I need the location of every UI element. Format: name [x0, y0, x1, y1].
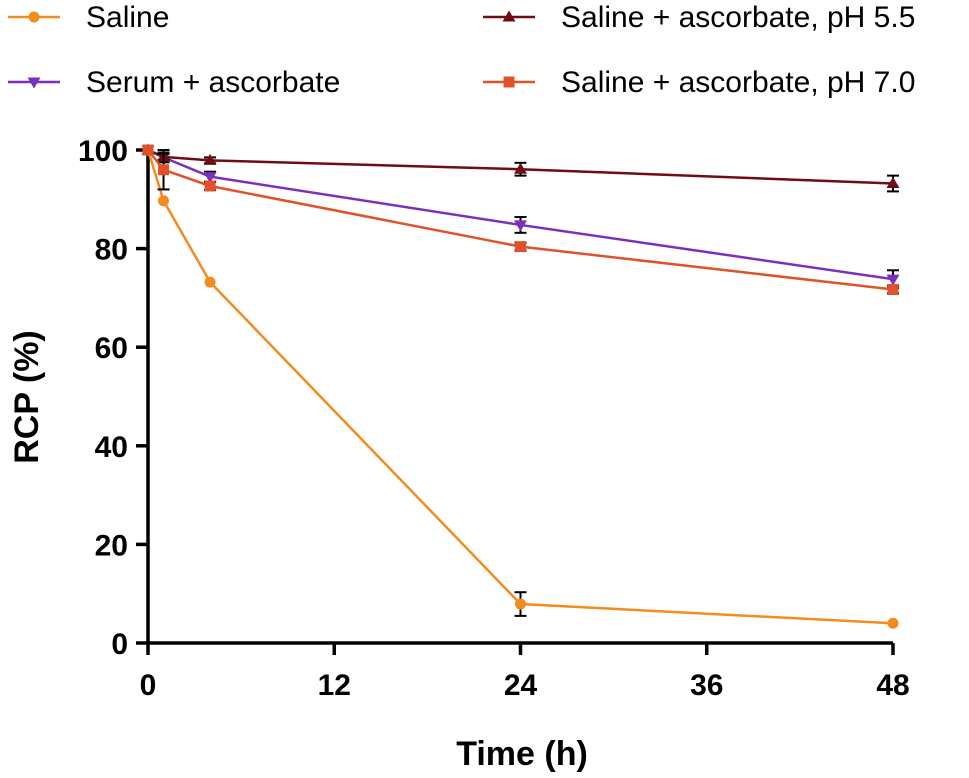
x-axis-title: Time (h) — [456, 735, 588, 773]
data-point — [886, 177, 900, 189]
y-tick-label: 80 — [95, 234, 128, 267]
x-tick-label: 12 — [318, 669, 351, 702]
legend-item: Saline + ascorbate, pH 5.5 — [483, 1, 915, 34]
data-point — [514, 162, 527, 174]
legend-item: Saline + ascorbate, pH 7.0 — [483, 66, 915, 99]
data-point — [514, 220, 527, 232]
legend-swatch-marker — [27, 77, 41, 89]
data-point — [886, 274, 900, 286]
data-point — [515, 598, 526, 610]
y-tick-label: 20 — [95, 529, 128, 562]
y-tick-label: 0 — [111, 628, 128, 661]
legend-label: Saline + ascorbate, pH 5.5 — [561, 1, 915, 34]
legend-label: Serum + ascorbate — [86, 66, 340, 99]
data-point — [887, 617, 899, 629]
legend-label: Saline + ascorbate, pH 7.0 — [561, 66, 915, 99]
data-point — [204, 180, 216, 192]
x-tick-label: 36 — [690, 669, 723, 702]
axes: 0 12 24 36 48 0 20 40 60 80 100 — [78, 135, 910, 702]
data-point — [203, 153, 217, 165]
data-point — [887, 284, 899, 296]
data-point — [515, 241, 526, 253]
y-tick-label: 40 — [95, 431, 128, 464]
legend-swatch-marker — [502, 10, 516, 22]
legend-label: Saline — [86, 1, 169, 34]
y-tick-label: 60 — [95, 332, 128, 365]
x-tick-label: 48 — [876, 669, 909, 702]
legend-swatch-marker — [503, 76, 515, 88]
legend-swatch-marker — [28, 11, 40, 23]
data-point — [204, 276, 216, 288]
y-tick-label: 100 — [78, 135, 128, 168]
legend: Saline Serum + ascorbate Saline + ascorbat… — [8, 1, 915, 99]
data-point — [158, 164, 170, 176]
legend-item: Serum + ascorbate — [8, 66, 340, 99]
data-point — [142, 144, 154, 156]
legend-item: Saline — [8, 1, 169, 34]
data-point — [203, 172, 217, 184]
plot-area — [141, 143, 900, 629]
data-point — [158, 195, 170, 207]
series-3 — [142, 144, 899, 296]
x-tick-label: 24 — [504, 669, 538, 702]
y-axis-title: RCP (%) — [8, 330, 46, 464]
x-tick-label: 0 — [140, 669, 157, 702]
